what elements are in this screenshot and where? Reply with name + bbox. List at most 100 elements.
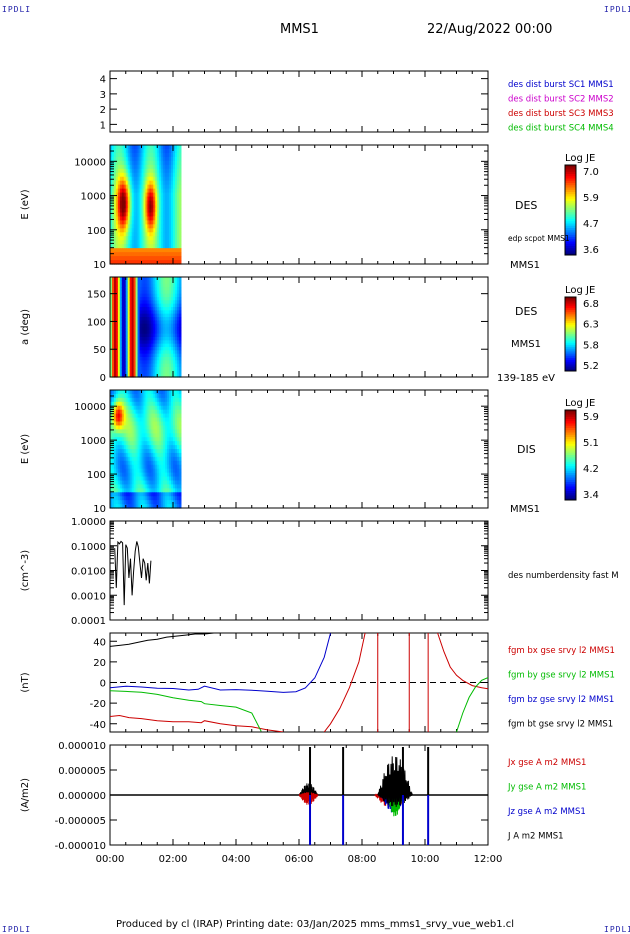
heatmap-cell bbox=[137, 347, 141, 351]
heatmap-cell bbox=[163, 337, 166, 341]
heatmap-cell bbox=[110, 367, 113, 371]
heatmap-cell bbox=[125, 468, 129, 474]
heatmap-cell bbox=[117, 488, 121, 493]
heatmap-cell bbox=[169, 252, 172, 257]
heatmap-cell bbox=[147, 425, 150, 430]
heatmap-cell bbox=[123, 445, 127, 450]
heatmap-cell bbox=[157, 337, 160, 341]
heatmap-cell bbox=[151, 244, 154, 249]
heatmap-cell bbox=[167, 330, 170, 335]
heatmap-cell bbox=[115, 417, 119, 423]
heatmap-cell bbox=[153, 287, 156, 291]
heatmap-cell bbox=[127, 353, 131, 358]
heatmap-cell bbox=[171, 323, 174, 328]
heatmap-cell bbox=[178, 220, 182, 225]
heatmap-cell bbox=[141, 148, 145, 154]
heatmap-cell bbox=[121, 456, 125, 462]
heatmap-cell bbox=[151, 212, 154, 217]
heatmap-cell bbox=[143, 188, 147, 194]
heatmap-cell bbox=[119, 248, 123, 253]
heatmap-cell bbox=[176, 310, 180, 315]
heatmap-cell bbox=[110, 313, 113, 318]
heatmap-cell bbox=[163, 310, 166, 315]
heatmap-cell bbox=[151, 347, 154, 351]
heatmap-cell bbox=[171, 196, 174, 202]
heatmap-cell bbox=[145, 373, 149, 378]
colorbar-cell bbox=[565, 497, 576, 501]
heatmap-cell bbox=[176, 433, 180, 438]
heatmap-cell bbox=[178, 248, 182, 253]
heatmap-cell bbox=[159, 343, 162, 348]
heatmap-cell bbox=[125, 413, 129, 419]
heatmap-cell bbox=[131, 484, 135, 489]
heatmap-cell bbox=[159, 232, 162, 237]
y-tick-label: 4 bbox=[100, 75, 106, 86]
heatmap-cell bbox=[111, 192, 115, 198]
heatmap-cell bbox=[117, 340, 121, 345]
x-tick-label: 08:00 bbox=[348, 854, 377, 865]
heatmap-cell bbox=[127, 216, 131, 221]
heatmap-cell bbox=[169, 168, 172, 174]
heatmap-cell bbox=[165, 283, 168, 288]
heatmap-cell bbox=[147, 441, 150, 446]
heatmap-cell bbox=[123, 168, 127, 174]
heatmap-cell bbox=[151, 370, 154, 375]
heatmap-cell bbox=[165, 224, 168, 229]
heatmap-cell bbox=[129, 164, 133, 170]
heatmap-cell bbox=[115, 504, 119, 509]
heatmap-cell bbox=[173, 176, 176, 182]
heatmap-cell bbox=[159, 330, 162, 335]
heatmap-cell bbox=[131, 476, 135, 482]
heatmap-cell bbox=[135, 393, 139, 399]
heatmap-cell bbox=[143, 340, 147, 345]
heatmap-cell bbox=[163, 480, 166, 485]
heatmap-cell bbox=[135, 208, 139, 214]
heatmap-cell bbox=[149, 208, 152, 214]
heatmap-cell bbox=[141, 330, 145, 335]
colorbar-cell bbox=[565, 298, 576, 302]
heatmap-cell bbox=[129, 445, 133, 450]
heatmap-cell bbox=[151, 164, 154, 170]
heatmap-cell bbox=[157, 196, 160, 202]
heatmap-cell bbox=[135, 248, 139, 253]
heatmap-cell bbox=[139, 363, 143, 368]
heatmap-cell bbox=[169, 212, 172, 217]
heatmap-cell bbox=[131, 433, 135, 438]
heatmap-cell bbox=[151, 449, 154, 454]
heatmap-cell bbox=[163, 353, 166, 358]
heatmap-cell bbox=[157, 373, 160, 378]
heatmap-cell bbox=[127, 390, 131, 395]
heatmap-cell bbox=[161, 343, 164, 348]
heatmap-cell bbox=[111, 283, 115, 288]
heatmap-cell bbox=[151, 340, 154, 345]
heatmap-cell bbox=[149, 168, 152, 174]
heatmap-cell bbox=[125, 353, 129, 358]
heatmap-cell bbox=[176, 320, 180, 325]
heatmap-cell bbox=[139, 287, 143, 291]
x-tick-label: 06:00 bbox=[285, 854, 314, 865]
heatmap-cell bbox=[147, 256, 150, 261]
heatmap-cell bbox=[165, 287, 168, 291]
heatmap-cell bbox=[178, 363, 182, 368]
heatmap-cell bbox=[176, 148, 180, 154]
colorbar-cell bbox=[565, 176, 576, 179]
heatmap-cell bbox=[165, 290, 168, 295]
heatmap-cell bbox=[121, 397, 125, 403]
heatmap-cell bbox=[165, 441, 168, 446]
heatmap-cell bbox=[117, 164, 121, 170]
heatmap-cell bbox=[153, 393, 156, 399]
legend-entry: fgm bt gse srvy l2 MMS1 bbox=[508, 720, 613, 730]
heatmap-cell bbox=[121, 421, 125, 426]
heatmap-cell bbox=[163, 244, 166, 249]
heatmap-cell bbox=[129, 228, 133, 233]
heatmap-cell bbox=[178, 184, 182, 190]
heatmap-cell bbox=[173, 164, 176, 170]
heatmap-cell bbox=[115, 148, 119, 154]
heatmap-cell bbox=[119, 228, 123, 233]
heatmap-cell bbox=[143, 232, 147, 237]
heatmap-cell bbox=[151, 204, 154, 210]
heatmap-cell bbox=[178, 468, 182, 474]
heatmap-cell bbox=[127, 277, 131, 281]
heatmap-cell bbox=[133, 188, 137, 194]
heatmap-cell bbox=[131, 449, 135, 454]
